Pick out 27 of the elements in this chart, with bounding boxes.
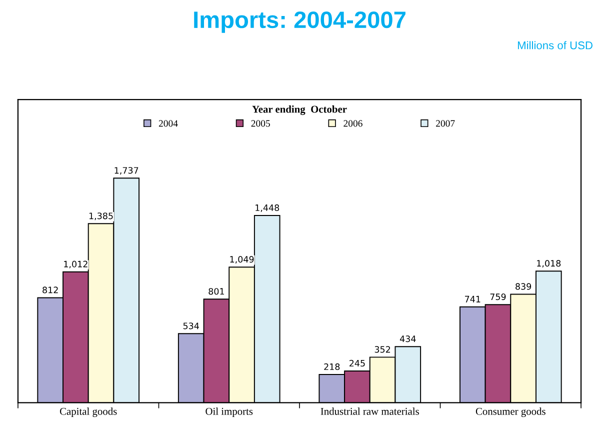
x-tick-label: Consumer goods <box>476 408 546 418</box>
data-label: 352 <box>374 346 390 353</box>
legend-label: 2005 <box>251 120 270 127</box>
data-label: 741 <box>465 296 480 302</box>
data-label: 1,448 <box>256 204 280 212</box>
legend-label: 2007 <box>436 120 455 127</box>
data-label: 759 <box>490 293 506 300</box>
data-label: 1,385 <box>89 212 113 220</box>
data-label: 839 <box>516 283 532 290</box>
data-label: 1,018 <box>537 260 561 268</box>
legend-label: 2004 <box>158 120 178 127</box>
data-label: 534 <box>183 322 199 330</box>
data-label: 1,049 <box>230 256 254 264</box>
data-label: 1,012 <box>64 260 88 268</box>
data-label: 1,737 <box>114 167 138 175</box>
x-tick-label: Oil imports <box>206 408 253 417</box>
data-label: 812 <box>42 286 58 294</box>
data-label: 218 <box>324 363 340 370</box>
legend-label: 2006 <box>344 120 362 127</box>
legend-title: Year ending October <box>252 105 347 115</box>
chart-title: Imports: 2004-2007 <box>194 11 406 33</box>
x-tick-label: Industrial raw materials <box>320 408 419 415</box>
data-label: 434 <box>400 336 416 342</box>
data-label: 801 <box>208 288 224 295</box>
data-label: 245 <box>350 360 365 367</box>
chart-subtitle: Millions of USD <box>518 41 592 50</box>
x-tick-label: Capital goods <box>60 408 117 418</box>
